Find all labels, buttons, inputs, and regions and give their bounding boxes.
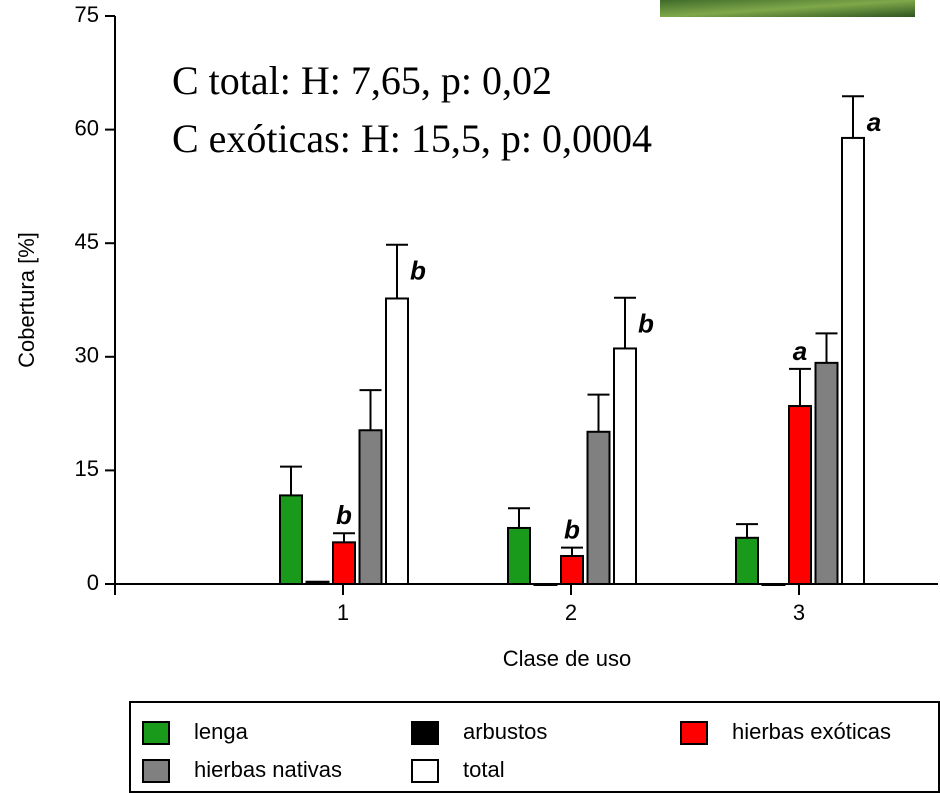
error-bar bbox=[842, 96, 864, 138]
bar bbox=[386, 298, 408, 584]
bar bbox=[816, 363, 838, 584]
bar bbox=[842, 138, 864, 584]
y-tick-label: 0 bbox=[87, 570, 99, 595]
bar bbox=[763, 584, 785, 585]
y-tick-label: 45 bbox=[75, 229, 99, 254]
significance-label: b bbox=[336, 500, 352, 530]
error-bar bbox=[280, 467, 302, 496]
significance-label: a bbox=[867, 107, 881, 137]
chart: C total: H: 7,65, p: 0,02 C exóticas: H:… bbox=[0, 0, 940, 793]
x-tick-label: 2 bbox=[565, 600, 577, 625]
error-bar bbox=[614, 298, 636, 349]
x-tick-label: 1 bbox=[337, 600, 349, 625]
bar bbox=[789, 406, 811, 584]
y-tick-label: 75 bbox=[75, 2, 99, 27]
error-bar bbox=[360, 390, 382, 430]
legend-swatch bbox=[143, 760, 169, 782]
photo bbox=[660, 0, 915, 17]
error-bar bbox=[333, 533, 355, 542]
x-tick-label: 3 bbox=[793, 600, 805, 625]
bar bbox=[588, 432, 610, 584]
legend-swatch bbox=[681, 722, 707, 744]
error-bar bbox=[508, 508, 530, 528]
y-tick-label: 15 bbox=[75, 456, 99, 481]
bar bbox=[360, 430, 382, 584]
y-tick-label: 30 bbox=[75, 343, 99, 368]
bar bbox=[561, 556, 583, 584]
error-bar bbox=[736, 524, 758, 538]
significance-label: b bbox=[564, 515, 580, 545]
legend-label: hierbas nativas bbox=[194, 757, 342, 782]
annotation: C total: H: 7,65, p: 0,02 bbox=[172, 58, 552, 103]
bar bbox=[333, 542, 355, 584]
x-axis-label: Clase de uso bbox=[503, 646, 631, 671]
significance-label: a bbox=[793, 336, 807, 366]
error-bar bbox=[386, 245, 408, 299]
bar bbox=[736, 538, 758, 584]
legend-swatch bbox=[143, 722, 169, 744]
bar bbox=[307, 582, 329, 584]
error-bar bbox=[816, 333, 838, 363]
legend-label: arbustos bbox=[463, 719, 547, 744]
bar bbox=[280, 495, 302, 584]
bar bbox=[535, 584, 557, 585]
legend-swatch bbox=[412, 722, 438, 744]
legend-label: total bbox=[463, 757, 505, 782]
legend-label: lenga bbox=[194, 719, 249, 744]
bar bbox=[508, 528, 530, 584]
significance-label: b bbox=[410, 256, 426, 286]
y-tick-label: 60 bbox=[75, 115, 99, 140]
legend-swatch bbox=[412, 760, 438, 782]
significance-label: b bbox=[638, 309, 654, 339]
bar bbox=[614, 348, 636, 584]
error-bar bbox=[588, 395, 610, 432]
error-bar bbox=[789, 369, 811, 406]
annotation: C exóticas: H: 15,5, p: 0,0004 bbox=[172, 116, 652, 161]
error-bar bbox=[561, 548, 583, 556]
y-axis-label: Cobertura [%] bbox=[14, 232, 39, 368]
legend-label: hierbas exóticas bbox=[732, 719, 891, 744]
